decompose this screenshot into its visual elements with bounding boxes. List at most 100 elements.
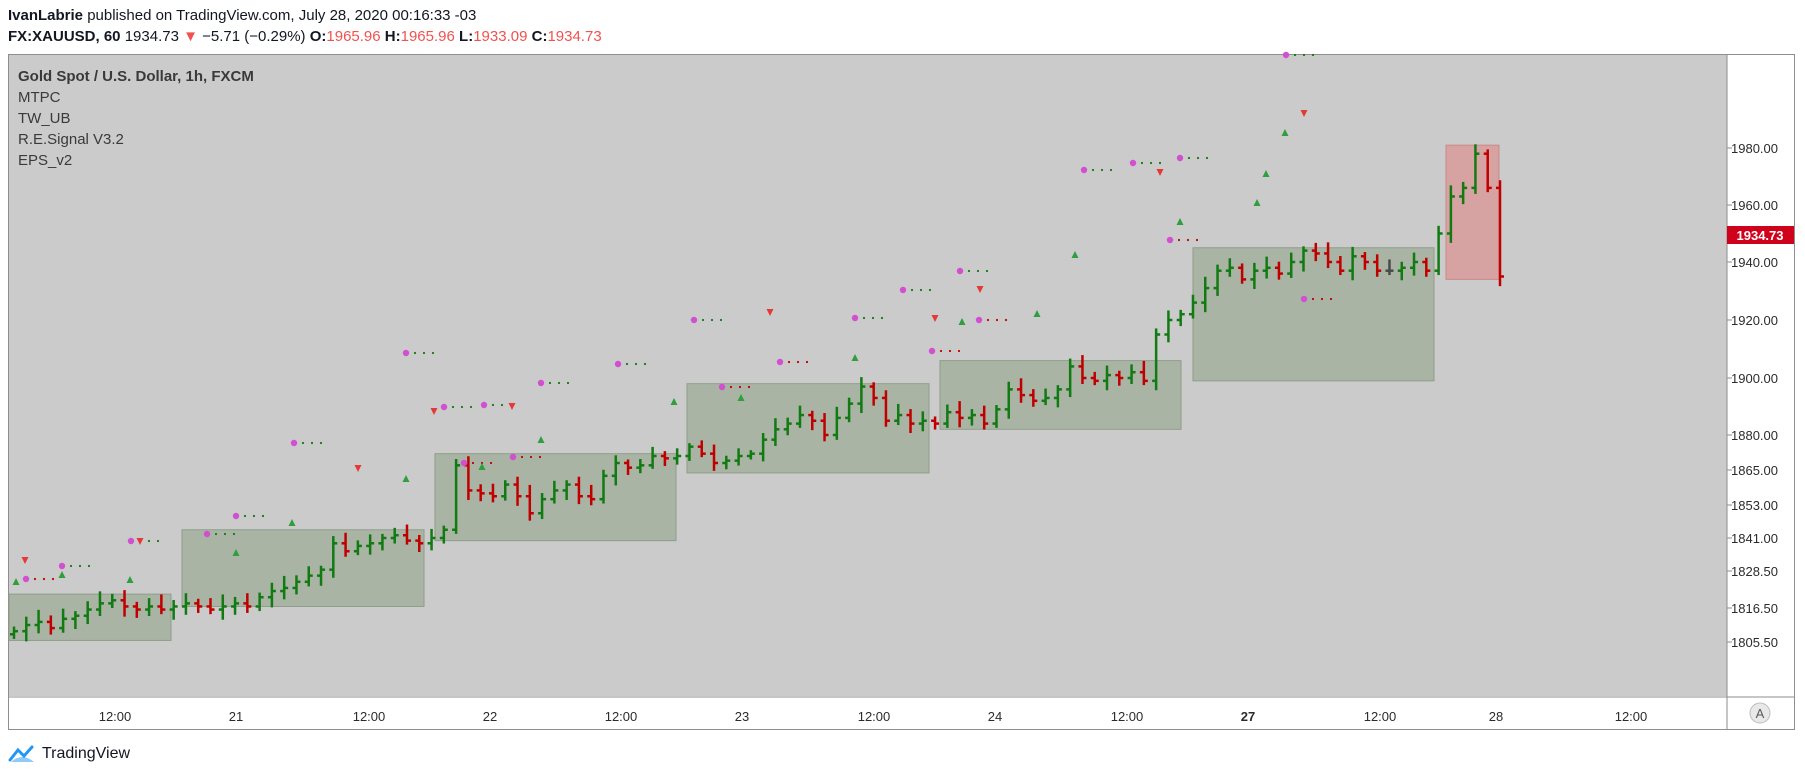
ohlc-bar: [1176, 309, 1185, 327]
ohlc-bar: [1422, 257, 1431, 277]
footer-brand[interactable]: TradingView: [8, 744, 130, 764]
signal-trail: [491, 403, 495, 407]
daily-range-box: [1192, 247, 1435, 382]
auto-scale-button[interactable]: A: [1749, 702, 1771, 724]
signal-trail: [643, 362, 647, 366]
auto-scale-label[interactable]: A: [1756, 706, 1765, 721]
author-name[interactable]: IvanLabrie: [8, 7, 84, 24]
legend-indicator-mtpc[interactable]: MTPC: [18, 89, 61, 106]
time-tick-label[interactable]: 28: [1489, 709, 1503, 724]
time-tick-label[interactable]: 12:00: [353, 709, 386, 724]
legend-indicator-tw-ub[interactable]: TW_UB: [18, 110, 71, 127]
ohlc-bar: [1287, 252, 1296, 278]
signal-dot: [614, 360, 622, 368]
time-tick-label[interactable]: 12:00: [1364, 709, 1397, 724]
last-price-tag-text: 1934.73: [1737, 228, 1784, 243]
ohlc-bar: [1201, 276, 1210, 313]
signal-trail: [529, 455, 533, 459]
ohlc-bar: [980, 405, 989, 430]
ohlc-bar: [1090, 371, 1099, 386]
signal-dot: [1282, 51, 1290, 59]
legend-indicator-eps[interactable]: EPS_v2: [18, 152, 72, 169]
time-tick-label[interactable]: 12:00: [99, 709, 132, 724]
signal-trail: [805, 360, 809, 364]
ohlc-bar: [46, 615, 55, 635]
time-tick-label[interactable]: 12:00: [1111, 709, 1144, 724]
signal-trail: [261, 514, 265, 518]
ohlc-bar: [1324, 242, 1333, 269]
signal-trail: [319, 441, 323, 445]
buy-signal-icon: [402, 475, 410, 482]
signal-dot: [58, 562, 66, 570]
price-tick-label[interactable]: 1920.00: [1731, 313, 1778, 328]
time-tick-label[interactable]: 22: [483, 709, 497, 724]
time-tick-label[interactable]: 12:00: [1615, 709, 1648, 724]
signal-trail: [919, 288, 923, 292]
signal-trail: [33, 577, 37, 581]
signal-trail: [1320, 297, 1324, 301]
signal-trail: [471, 461, 475, 465]
last-price-tag: 1934.73: [1727, 226, 1794, 244]
ohlc-bar: [857, 377, 866, 414]
time-axis[interactable]: 12:00 21 12:00 22 12:00 23 12:00 24 12:00 27 12:00…: [99, 709, 1648, 724]
price-tick-label[interactable]: 1960.00: [1731, 198, 1778, 213]
price-tick-label[interactable]: 1865.00: [1731, 463, 1778, 478]
price-tick-label[interactable]: 1816.50: [1731, 601, 1778, 616]
signal-trail: [1196, 156, 1200, 160]
daily-range-box: [8, 593, 172, 641]
time-tick-label[interactable]: 24: [988, 709, 1002, 724]
ohlc-bar: [83, 601, 92, 625]
sell-signal-icon: [508, 403, 516, 410]
price-tick-label[interactable]: 1980.00: [1731, 141, 1778, 156]
ohlc-bar: [881, 390, 890, 427]
time-tick-label[interactable]: 12:00: [858, 709, 891, 724]
price-tick-label[interactable]: 1828.50: [1731, 564, 1778, 579]
ohlc-bar: [120, 590, 129, 617]
signal-dot: [232, 512, 240, 520]
ohlc-bar: [660, 451, 669, 467]
high-value: 1965.96: [400, 28, 455, 45]
ohlc-bar: [955, 401, 964, 428]
ohlc-bar: [218, 594, 227, 620]
signal-trail: [787, 360, 791, 364]
signal-markers: [12, 51, 1333, 585]
price-tick-label[interactable]: 1900.00: [1731, 371, 1778, 386]
time-tick-label[interactable]: 23: [735, 709, 749, 724]
signal-dot: [440, 403, 448, 411]
ohlc-bar: [415, 534, 424, 552]
price-axis[interactable]: 1805.50 1816.50 1828.50 1841.00 1853.00 1865.…: [1727, 141, 1778, 650]
signal-dot: [203, 530, 211, 538]
open-label: O:: [309, 28, 327, 45]
buy-signal-icon: [1176, 218, 1184, 225]
ohlc-bar: [832, 406, 841, 440]
price-tick-label[interactable]: 1853.00: [1731, 498, 1778, 513]
signal-trail: [995, 318, 999, 322]
ohlc-bar: [808, 410, 817, 431]
signal-trail: [1329, 297, 1333, 301]
ohlc-bar: [243, 593, 252, 613]
legend-indicator-re-signal[interactable]: R.E.Signal V3.2: [18, 131, 124, 148]
signal-trail: [1149, 161, 1153, 165]
price-tick-label[interactable]: 1880.00: [1731, 428, 1778, 443]
time-tick-label[interactable]: 12:00: [605, 709, 638, 724]
ohlc-bar: [931, 416, 940, 430]
symbol-label[interactable]: FX:XAUUSD, 60: [8, 28, 121, 45]
sell-signal-icon: [1156, 169, 1164, 176]
signal-dot: [537, 379, 545, 387]
ohlc-bar: [1127, 364, 1136, 384]
signal-trail: [310, 441, 314, 445]
ohlc-bar: [1103, 365, 1112, 391]
daily-range-box: [181, 529, 425, 607]
auto-scale-circle[interactable]: [1749, 702, 1771, 724]
chart-frame[interactable]: [8, 54, 1795, 730]
time-tick-label[interactable]: 21: [229, 709, 243, 724]
ohlc-bar: [1397, 261, 1406, 281]
time-tick-label[interactable]: 27: [1241, 709, 1255, 724]
signal-trail: [1311, 53, 1315, 57]
ohlc-bar: [132, 601, 141, 618]
price-tick-label[interactable]: 1940.00: [1731, 255, 1778, 270]
price-tick-label[interactable]: 1841.00: [1731, 531, 1778, 546]
signal-trail: [557, 381, 561, 385]
price-tick-label[interactable]: 1805.50: [1731, 635, 1778, 650]
